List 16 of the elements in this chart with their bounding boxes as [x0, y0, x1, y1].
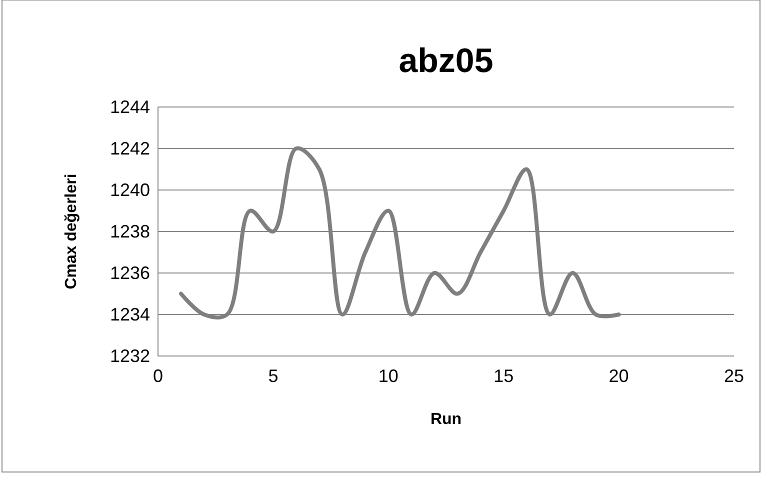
x-tick-label: 0	[152, 366, 164, 386]
x-axis-title: Run	[430, 411, 462, 428]
y-tick-label: 1244	[110, 97, 150, 117]
y-tick-label: 1240	[110, 180, 150, 200]
x-tick-label: 5	[268, 366, 278, 386]
x-tick-label: 20	[608, 366, 629, 386]
y-tick-label: 1232	[110, 346, 150, 366]
y-tick-label: 1238	[110, 222, 150, 242]
y-axis-title: Cmax değerleri	[63, 174, 80, 290]
chart-title: abz05	[398, 42, 494, 80]
x-tick-label: 25	[724, 366, 744, 386]
y-tick-label: 1242	[110, 138, 150, 158]
x-tick-label: 15	[494, 366, 514, 386]
y-tick-label: 1234	[110, 304, 150, 324]
y-tick-label: 1236	[110, 263, 150, 283]
x-tick-label: 10	[378, 366, 398, 386]
